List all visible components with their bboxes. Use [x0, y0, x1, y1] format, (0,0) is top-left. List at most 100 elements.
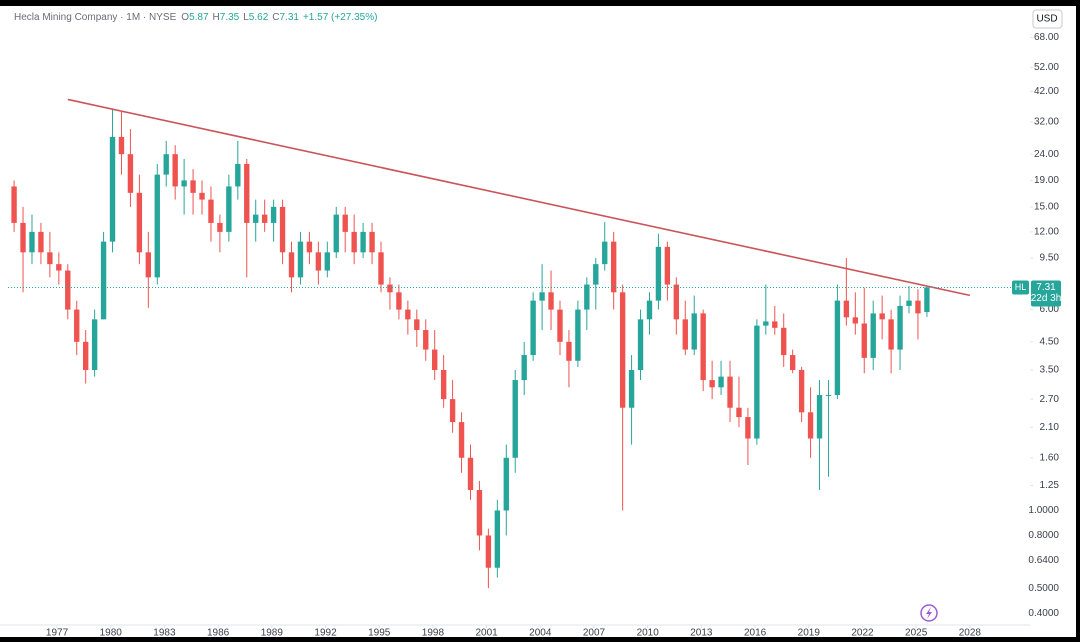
candle-body — [279, 206, 286, 253]
candle-body — [861, 323, 867, 358]
candle-body — [154, 174, 160, 278]
candle-body — [190, 180, 196, 193]
candle-body — [763, 321, 769, 326]
candle-body — [539, 292, 545, 301]
y-tick-label: 32.00 — [1034, 117, 1059, 128]
legend-value: 5.62 — [249, 12, 269, 23]
candle-body — [566, 341, 572, 361]
x-tick-label: 2019 — [798, 628, 821, 637]
candle-body — [172, 154, 178, 187]
candle-body — [56, 264, 62, 271]
y-tick-label: 6.00 — [1040, 304, 1060, 315]
legend-value: 5.87 — [189, 12, 209, 23]
candle-body — [432, 349, 438, 371]
legend-key: H — [213, 12, 220, 23]
y-tick-label: 68.00 — [1034, 32, 1059, 43]
x-tick-label: 2010 — [637, 628, 660, 637]
candle-body — [745, 417, 751, 439]
flash-icon[interactable] — [920, 604, 938, 622]
y-tick-label: 42.00 — [1034, 86, 1059, 97]
candle-body — [127, 154, 134, 193]
candle-body — [181, 180, 187, 187]
currency-button[interactable] — [1032, 9, 1063, 29]
candle-body — [628, 370, 635, 408]
y-tick-label: 4.50 — [1040, 336, 1060, 347]
candle-body — [369, 231, 375, 253]
candle-body — [610, 241, 617, 293]
candle-body — [494, 510, 501, 568]
candle-body — [736, 407, 742, 418]
candle-body — [646, 300, 653, 320]
chart-legend: Hecla Mining Company · 1M · NYSE O5.87 H7.… — [14, 12, 377, 23]
candle-body — [915, 300, 921, 314]
candle-body — [360, 231, 366, 253]
candle-body — [807, 412, 814, 439]
candle-body — [65, 270, 71, 310]
candle-body — [315, 252, 322, 271]
candle-body — [655, 246, 662, 301]
candle-body — [270, 206, 277, 223]
x-tick-label: 2013 — [690, 628, 713, 637]
candle-body — [136, 192, 143, 253]
candle-body — [906, 300, 912, 306]
y-tick-label: 52.00 — [1034, 62, 1059, 73]
candle-body — [29, 231, 35, 253]
x-tick-label: 2007 — [583, 628, 606, 637]
candle-body — [503, 457, 509, 511]
chart-panel — [0, 6, 1076, 637]
legend-key: L — [243, 12, 249, 23]
legend-change: +1.57 (+27.35%) — [303, 12, 378, 23]
candle-body — [91, 319, 98, 371]
y-tick-label: 1.25 — [1040, 480, 1060, 491]
candle-body — [405, 309, 411, 320]
legend-title: Hecla Mining Company · 1M · NYSE — [14, 12, 177, 23]
y-tick-label: 1.0000 — [1028, 505, 1059, 516]
candle-body — [414, 319, 420, 331]
candle-body — [512, 380, 518, 458]
candle-body — [253, 214, 259, 223]
candle-body — [261, 214, 268, 223]
legend-value: 7.31 — [280, 12, 300, 23]
candle-body — [619, 292, 626, 408]
candle-body — [673, 284, 680, 320]
countdown-label: 22d 3h — [1031, 293, 1062, 304]
candle-body — [82, 341, 89, 371]
legend-key: C — [272, 12, 279, 23]
candle-body — [333, 214, 339, 253]
x-tick-label: 2025 — [905, 628, 928, 637]
y-tick-label: 1.60 — [1040, 452, 1060, 463]
candle-body — [772, 321, 778, 328]
symbol-badge — [1012, 280, 1029, 295]
candle-body — [396, 292, 402, 310]
x-tick-label: 2004 — [529, 628, 552, 637]
x-tick-label: 2028 — [959, 628, 982, 637]
candle-body — [637, 319, 644, 371]
y-tick-label: 19.00 — [1034, 175, 1059, 186]
candle-body — [47, 252, 53, 265]
candle-body — [924, 287, 930, 313]
candle-body — [11, 186, 17, 223]
candle-body — [825, 395, 832, 397]
candle-body — [100, 241, 107, 320]
x-tick-label: 2022 — [851, 628, 874, 637]
candle-body — [387, 284, 393, 293]
candle-body — [38, 231, 44, 253]
candle-body — [843, 300, 850, 318]
candle-body — [235, 163, 241, 187]
x-tick-label: 1980 — [100, 628, 123, 637]
candle-body — [423, 330, 429, 350]
x-tick-label: 2016 — [744, 628, 767, 637]
x-tick-label: 1998 — [422, 628, 445, 637]
candle-body — [467, 457, 474, 491]
candle-body — [789, 355, 796, 371]
candle-body — [593, 264, 599, 285]
candle-body — [664, 246, 671, 285]
candle-body — [458, 422, 465, 458]
candle-body — [870, 313, 876, 358]
candle-body — [781, 327, 787, 356]
x-tick-label: 1986 — [207, 628, 230, 637]
y-tick-label: 2.70 — [1040, 394, 1060, 405]
candle-body — [682, 319, 688, 350]
